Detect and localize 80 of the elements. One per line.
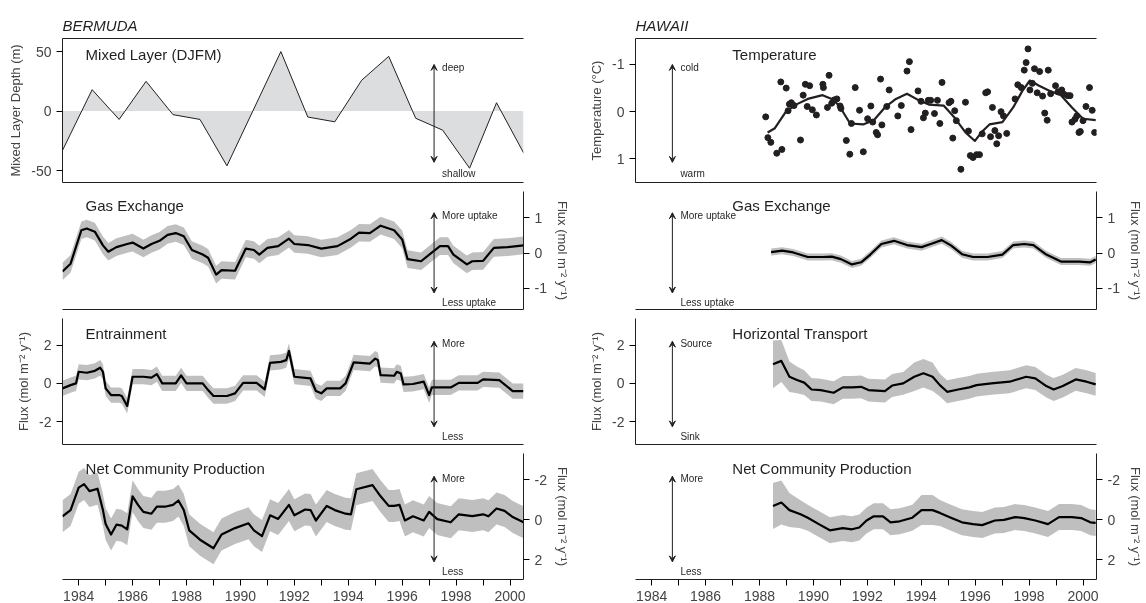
x-tick-label: 2000 xyxy=(494,587,526,603)
y-tick-label: -2 xyxy=(612,413,625,430)
y2-axis-title: Flux (mol m⁻² y⁻¹) xyxy=(554,201,570,301)
x-tick-label: 1990 xyxy=(797,587,830,603)
annotation: Less uptake xyxy=(442,296,497,308)
x-tick-label: 1988 xyxy=(170,587,203,603)
annotation: Source xyxy=(680,338,713,350)
y2-tick-label: -2 xyxy=(1107,471,1121,488)
x-tick-label: 1998 xyxy=(1013,587,1045,603)
annotation: More uptake xyxy=(442,209,499,221)
line-series xyxy=(766,79,1097,143)
annotation: warm xyxy=(679,168,705,180)
y-tick-label: -2 xyxy=(39,413,52,430)
y-axis-title: Flux (mol m⁻² y⁻¹) xyxy=(16,331,32,431)
x-tick-label: 1998 xyxy=(440,587,472,603)
y2-tick-label: 2 xyxy=(534,551,543,568)
text: Temperature xyxy=(732,45,817,63)
x-tick-label: 1984 xyxy=(636,587,668,603)
y-tick-label: 1 xyxy=(616,150,625,167)
y2-axis-title: Flux (mol m⁻² y⁻¹) xyxy=(1127,467,1143,567)
y-tick-label: 0 xyxy=(43,103,52,120)
chart-subtitle: HAWAII xyxy=(635,16,689,34)
y2-tick-label: 0 xyxy=(534,511,543,528)
y2-tick-label: 1 xyxy=(534,209,543,226)
annotation: More xyxy=(442,338,466,350)
annotation: Sink xyxy=(680,431,701,443)
x-tick-label: 1994 xyxy=(332,587,365,603)
y2-axis-title: Flux (mol m⁻² y⁻¹) xyxy=(1127,201,1143,301)
y2-tick-label: 0 xyxy=(1107,511,1116,528)
y2-tick-label: 0 xyxy=(534,245,543,262)
y2-tick-label: -1 xyxy=(534,280,548,297)
x-tick-label: 1992 xyxy=(278,587,311,603)
x-tick-label: 1984 xyxy=(63,587,95,603)
x-tick-label: 1994 xyxy=(905,587,938,603)
y-axis-title: Temperature (°C) xyxy=(589,60,605,161)
annotation: cold xyxy=(680,61,699,73)
chart-title: Entrainment xyxy=(85,324,168,342)
line-series xyxy=(62,483,524,550)
annotation: deep xyxy=(442,61,465,73)
chart-title: Gas Exchange xyxy=(85,197,184,215)
x-tick-label: 1990 xyxy=(224,587,257,603)
x-tick-label: 2000 xyxy=(1067,587,1099,603)
annotation: Less uptake xyxy=(680,296,735,308)
y2-tick-label: 2 xyxy=(1107,551,1116,568)
x-tick-label: 1986 xyxy=(690,587,722,603)
annotation: Less xyxy=(442,431,464,443)
y-tick-label: 50 xyxy=(35,43,52,60)
chart-title: Horizontal Transport xyxy=(732,324,869,342)
x-tick-label: 1986 xyxy=(117,587,149,603)
y-axis-title: Flux (mol m⁻² y⁻¹) xyxy=(589,331,605,431)
annotation: shallow xyxy=(442,168,477,180)
y2-tick-label: -1 xyxy=(1107,280,1121,297)
y2-tick-label: 1 xyxy=(1107,209,1116,226)
y-axis-title: Mixed Layer Depth (m) xyxy=(8,44,24,177)
line-series xyxy=(771,359,1097,394)
annotation: Less xyxy=(442,566,464,578)
y2-tick-label: 0 xyxy=(1107,245,1116,262)
x-tick-label: 1996 xyxy=(386,587,418,603)
chart-title: Net Community Production xyxy=(732,459,912,477)
line-series xyxy=(771,501,1097,532)
y-tick-label: 0 xyxy=(616,103,625,120)
y2-tick-label: -2 xyxy=(534,471,548,488)
y-tick-label: 2 xyxy=(616,337,625,354)
annotation: Less xyxy=(680,566,702,578)
y-tick-label: -50 xyxy=(31,162,52,179)
line-series xyxy=(62,224,524,276)
y-tick-label: -1 xyxy=(612,56,625,73)
y-tick-label: 2 xyxy=(43,337,52,354)
x-tick-label: 1996 xyxy=(959,587,991,603)
line-series xyxy=(62,349,524,408)
y-tick-label: 0 xyxy=(43,375,52,392)
text: Mixed Layer (DJFM) xyxy=(85,45,222,63)
annotation: More xyxy=(442,473,466,485)
y-tick-label: 0 xyxy=(616,375,625,392)
chart-title: Net Community Production xyxy=(85,459,265,477)
y2-axis-title: Flux (mol m⁻² y⁻¹) xyxy=(554,467,570,567)
annotation: More xyxy=(680,473,704,485)
x-tick-label: 1988 xyxy=(743,587,776,603)
x-tick-label: 1992 xyxy=(851,587,884,603)
chart-subtitle: BERMUDA xyxy=(62,16,138,34)
